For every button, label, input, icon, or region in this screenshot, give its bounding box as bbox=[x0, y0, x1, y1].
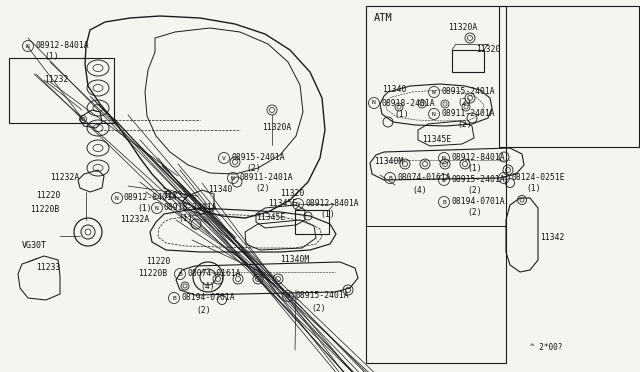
Text: 08911-2401A: 08911-2401A bbox=[441, 109, 495, 119]
Text: (2): (2) bbox=[457, 121, 472, 129]
Text: 08915-2401A: 08915-2401A bbox=[231, 154, 285, 163]
Text: V: V bbox=[222, 155, 226, 160]
Text: N: N bbox=[372, 100, 376, 106]
Text: (1): (1) bbox=[44, 52, 59, 61]
Text: 11320A: 11320A bbox=[262, 124, 291, 132]
Text: (2): (2) bbox=[255, 185, 269, 193]
Text: 08074-0161A: 08074-0161A bbox=[187, 269, 241, 279]
Text: (1): (1) bbox=[526, 185, 541, 193]
Bar bbox=[366, 6, 506, 363]
Text: (2): (2) bbox=[196, 305, 211, 314]
Bar bbox=[499, 6, 639, 147]
Text: 11340M: 11340M bbox=[280, 256, 309, 264]
Text: 08912-8401A: 08912-8401A bbox=[305, 199, 358, 208]
Text: 08912-8401A: 08912-8401A bbox=[124, 193, 178, 202]
Text: 11345E: 11345E bbox=[422, 135, 451, 144]
Text: N: N bbox=[296, 202, 300, 206]
Text: 11233: 11233 bbox=[163, 192, 188, 201]
Text: N: N bbox=[155, 205, 159, 211]
Text: VG30T: VG30T bbox=[22, 241, 47, 250]
Text: (1): (1) bbox=[394, 109, 408, 119]
Text: 08911-2401A: 08911-2401A bbox=[240, 173, 294, 183]
Text: (2): (2) bbox=[246, 164, 260, 173]
Bar bbox=[452, 50, 484, 72]
Text: ATM: ATM bbox=[374, 13, 393, 23]
Text: (2): (2) bbox=[467, 186, 482, 196]
Text: (4): (4) bbox=[200, 282, 214, 291]
Text: 08124-0251E: 08124-0251E bbox=[511, 173, 564, 183]
Text: 11345E: 11345E bbox=[256, 214, 285, 222]
Text: W: W bbox=[432, 90, 436, 94]
Text: W: W bbox=[286, 294, 290, 298]
Text: 08912-8401A: 08912-8401A bbox=[451, 154, 504, 163]
Text: 11220: 11220 bbox=[36, 192, 60, 201]
Text: B: B bbox=[172, 295, 176, 301]
Text: 08915-2401A: 08915-2401A bbox=[295, 292, 349, 301]
Bar bbox=[295, 210, 329, 234]
Text: (1): (1) bbox=[467, 164, 482, 173]
Text: N: N bbox=[26, 44, 30, 48]
Text: (1): (1) bbox=[178, 215, 193, 224]
Text: 08912-8401A: 08912-8401A bbox=[35, 42, 88, 51]
Text: (4): (4) bbox=[412, 186, 427, 195]
Text: 11320: 11320 bbox=[280, 189, 305, 198]
Text: 11342: 11342 bbox=[540, 234, 564, 243]
Text: 11220B: 11220B bbox=[138, 269, 167, 279]
Text: N: N bbox=[442, 155, 446, 160]
Text: (1): (1) bbox=[320, 211, 335, 219]
Text: N: N bbox=[115, 196, 119, 201]
Text: 08194-0701A: 08194-0701A bbox=[451, 198, 504, 206]
Text: 11232: 11232 bbox=[44, 76, 68, 84]
Text: 11320A: 11320A bbox=[448, 23, 477, 32]
Text: 08915-2401A: 08915-2401A bbox=[451, 176, 504, 185]
Text: 08918-2401A: 08918-2401A bbox=[381, 99, 435, 108]
Text: 11233: 11233 bbox=[36, 263, 60, 273]
Bar bbox=[9, 58, 114, 123]
Text: (2): (2) bbox=[457, 99, 472, 108]
Text: 11345E: 11345E bbox=[268, 199, 297, 208]
Text: (2): (2) bbox=[311, 304, 326, 312]
Text: 08918-2401A: 08918-2401A bbox=[164, 203, 218, 212]
Text: 08915-2401A: 08915-2401A bbox=[441, 87, 495, 96]
Text: B: B bbox=[442, 199, 446, 205]
Text: W: W bbox=[442, 177, 446, 183]
Text: 11220: 11220 bbox=[146, 257, 170, 266]
Text: 08194-0701A: 08194-0701A bbox=[181, 294, 235, 302]
Text: 11340: 11340 bbox=[208, 186, 232, 195]
Text: 11340: 11340 bbox=[382, 86, 406, 94]
Text: B: B bbox=[502, 176, 506, 180]
Text: (1): (1) bbox=[137, 205, 152, 214]
Text: 11232A: 11232A bbox=[50, 173, 79, 183]
Text: B: B bbox=[178, 272, 182, 276]
Text: N: N bbox=[432, 112, 436, 116]
Text: 11320: 11320 bbox=[476, 45, 500, 55]
Text: 08074-0161A: 08074-0161A bbox=[397, 173, 451, 183]
Text: N: N bbox=[231, 176, 235, 180]
Text: B: B bbox=[388, 176, 392, 180]
Text: 11232A: 11232A bbox=[120, 215, 149, 224]
Text: 11220B: 11220B bbox=[30, 205, 60, 215]
Text: (2): (2) bbox=[467, 208, 482, 218]
Text: ^ 2*00?: ^ 2*00? bbox=[530, 343, 563, 353]
Text: 11340M: 11340M bbox=[374, 157, 403, 167]
